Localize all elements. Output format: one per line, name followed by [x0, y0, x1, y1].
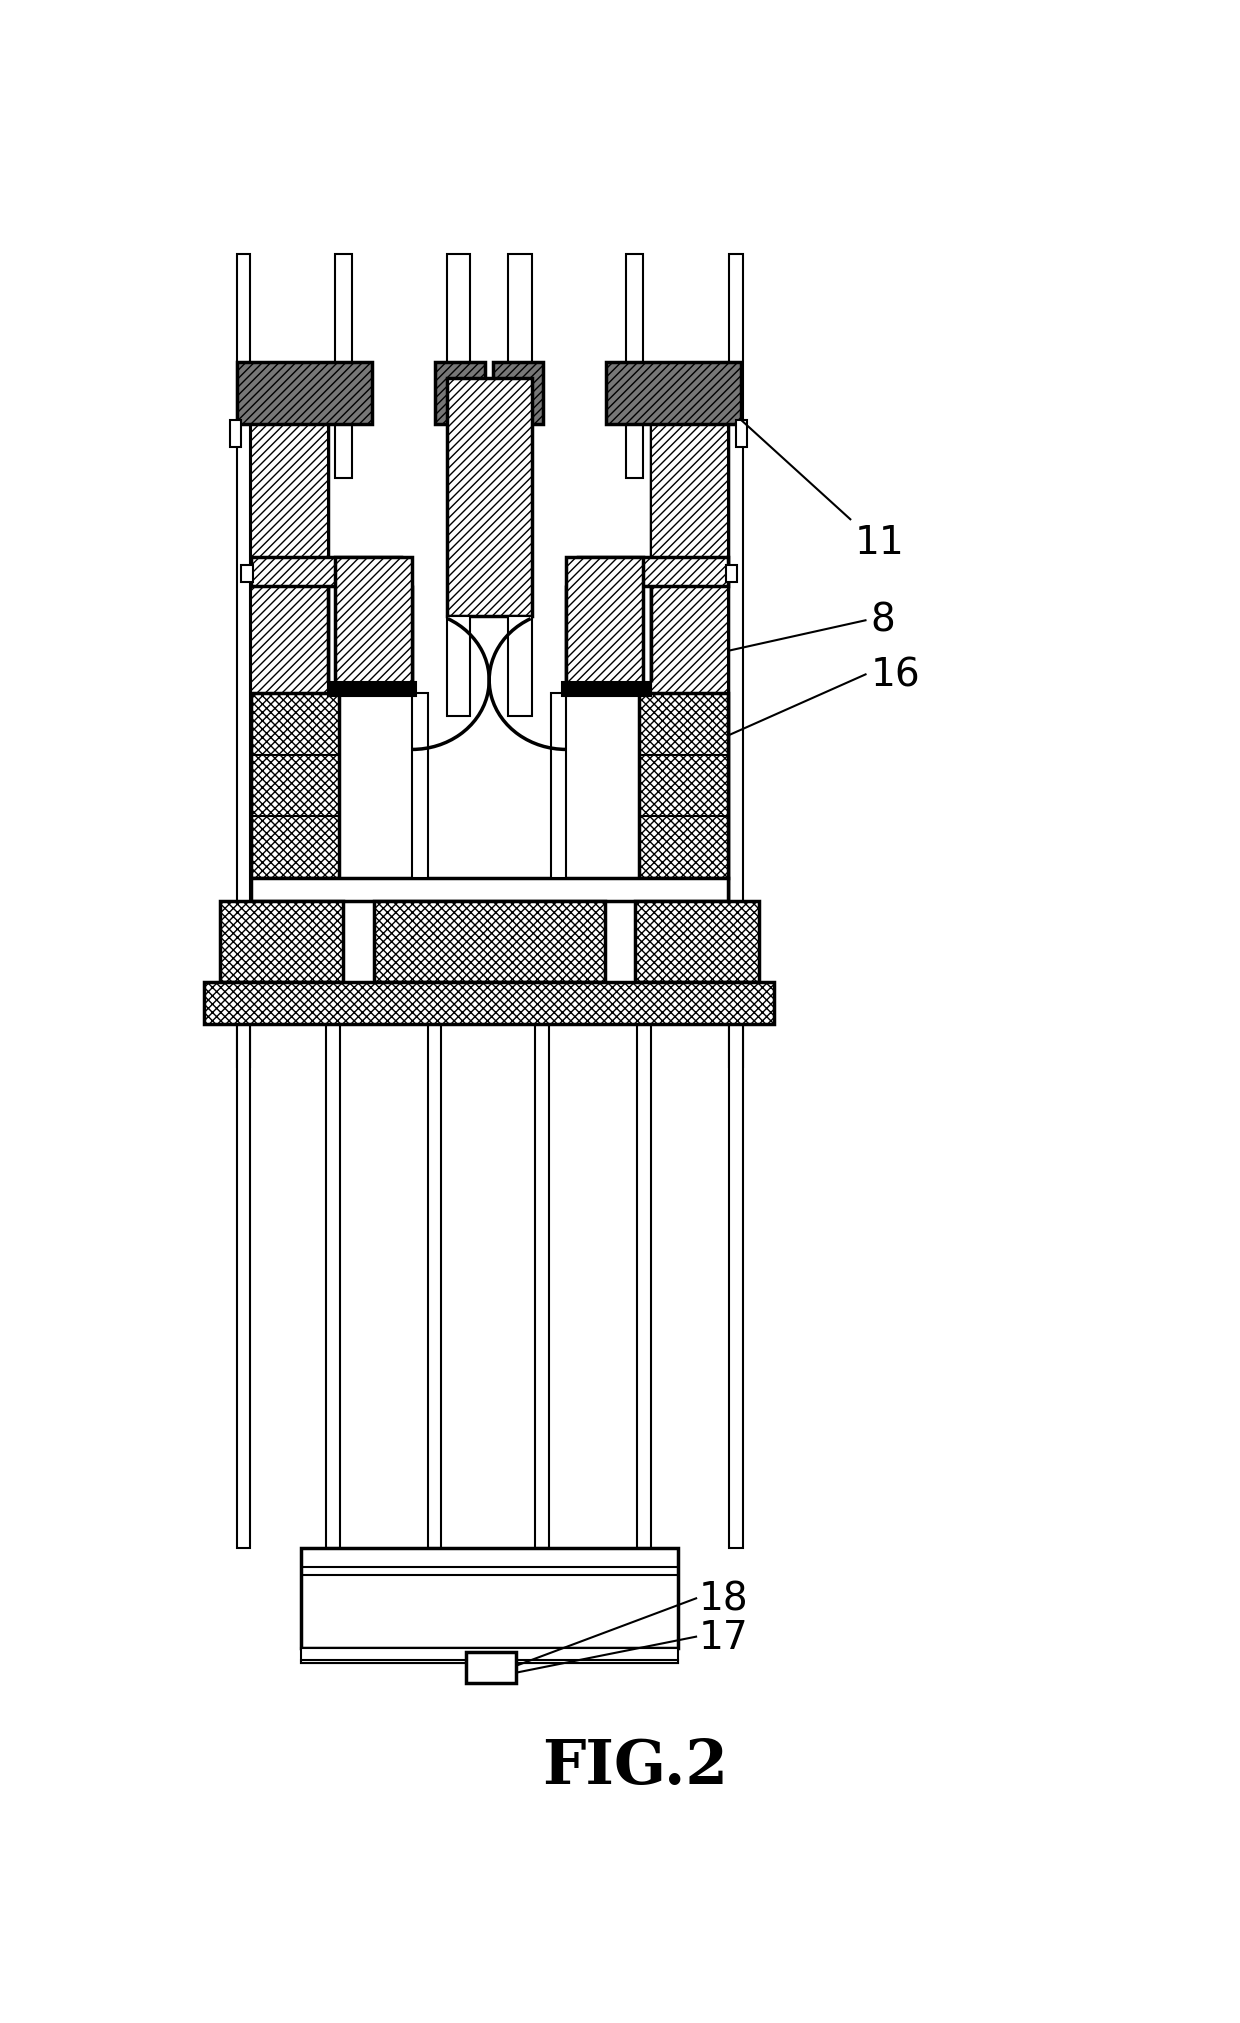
Bar — [494, 362, 543, 423]
Bar — [300, 1649, 678, 1663]
Text: 8: 8 — [870, 601, 895, 639]
Bar — [229, 421, 242, 447]
Bar — [551, 694, 567, 878]
Bar — [578, 556, 728, 587]
Bar — [219, 900, 343, 981]
Bar — [725, 564, 737, 581]
Text: 16: 16 — [870, 657, 920, 694]
Bar — [373, 900, 605, 981]
Bar — [300, 1548, 678, 1649]
Bar — [729, 255, 743, 1066]
Bar — [205, 981, 774, 1024]
Bar — [466, 1653, 516, 1683]
Bar — [326, 1024, 340, 1548]
Bar — [508, 255, 532, 382]
Bar — [250, 694, 339, 878]
Bar — [563, 682, 651, 696]
Bar — [242, 564, 253, 581]
Bar — [637, 1024, 651, 1548]
Text: 17: 17 — [698, 1618, 749, 1657]
Bar — [729, 1024, 743, 1548]
Bar — [651, 423, 728, 716]
Bar — [435, 362, 485, 423]
Bar — [446, 378, 532, 617]
Bar — [237, 362, 372, 423]
Bar — [536, 1024, 549, 1548]
Bar — [606, 362, 742, 423]
Bar — [327, 682, 417, 696]
Bar — [237, 1024, 250, 1548]
Bar — [250, 423, 327, 716]
Bar — [567, 556, 644, 692]
Bar — [300, 1659, 678, 1663]
Text: 18: 18 — [698, 1580, 748, 1618]
Bar — [735, 421, 748, 447]
Text: FIG.2: FIG.2 — [542, 1738, 728, 1796]
Bar — [250, 878, 728, 900]
Bar — [508, 617, 532, 716]
Bar — [635, 900, 759, 981]
Bar — [428, 1024, 441, 1548]
Bar — [237, 255, 250, 1066]
Bar — [640, 694, 728, 878]
Bar — [250, 556, 401, 587]
Text: 11: 11 — [854, 524, 905, 562]
Bar — [335, 255, 352, 477]
Bar — [626, 255, 644, 477]
Bar — [446, 255, 470, 382]
Bar — [335, 556, 412, 692]
Bar — [412, 694, 428, 878]
Bar — [250, 423, 327, 916]
Bar — [651, 423, 728, 916]
Bar — [446, 617, 470, 716]
